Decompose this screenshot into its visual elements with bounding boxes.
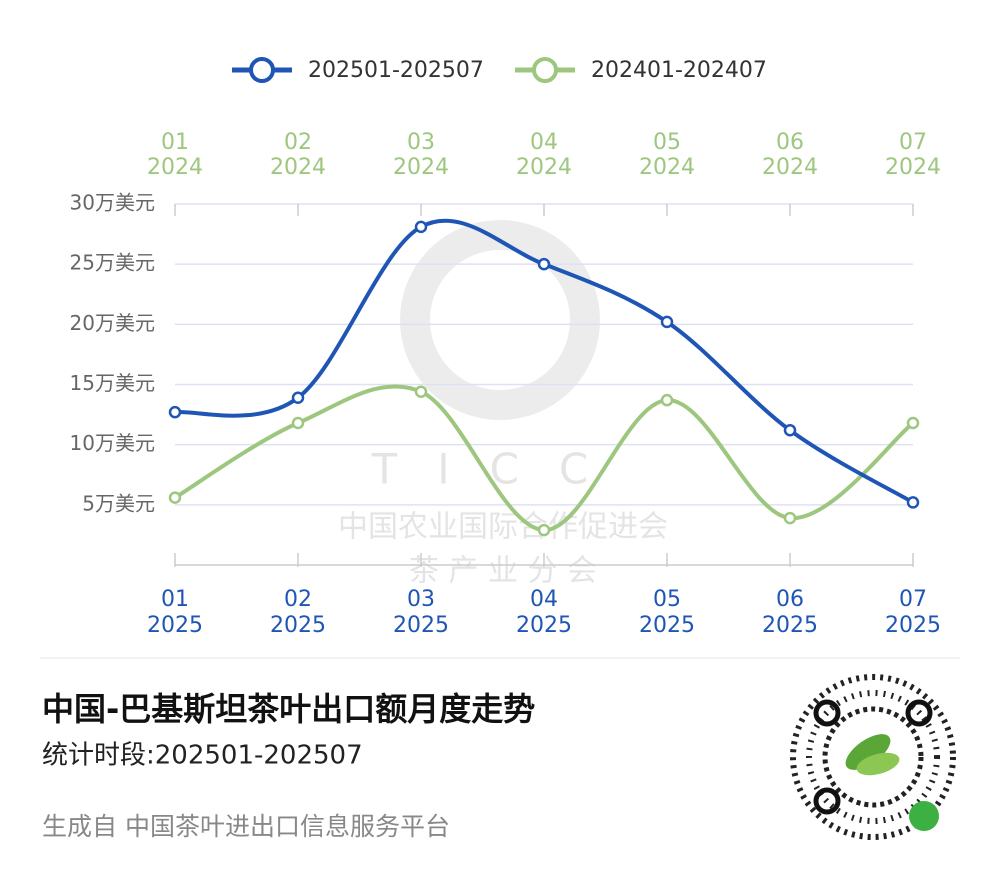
point bbox=[291, 391, 305, 404]
point bbox=[660, 393, 674, 407]
point bbox=[660, 315, 674, 329]
x2-tick-label: 2024 bbox=[393, 155, 449, 180]
x2-tick-label: 2024 bbox=[885, 155, 941, 180]
y-tick-label: 25万美元 bbox=[70, 251, 155, 275]
point bbox=[414, 220, 428, 234]
x-tick-label: 2025 bbox=[270, 613, 326, 638]
x2-tick-label: 2024 bbox=[516, 155, 572, 180]
point bbox=[168, 491, 182, 504]
x-tick-label: 2025 bbox=[639, 613, 695, 638]
x-tick-label: 2025 bbox=[393, 613, 449, 638]
x-tick-label: 2025 bbox=[885, 613, 941, 638]
y-tick-label: 5万美元 bbox=[82, 491, 155, 515]
point bbox=[783, 511, 797, 525]
x-tick-label: 03 bbox=[407, 587, 435, 612]
y-tick-label: 30万美元 bbox=[70, 191, 155, 215]
x-tick-label: 07 bbox=[899, 587, 927, 612]
watermark-logo-shape bbox=[400, 220, 600, 420]
y-tick-label: 20万美元 bbox=[70, 311, 155, 335]
x2-tick-label: 2024 bbox=[762, 155, 818, 180]
point bbox=[783, 423, 797, 437]
x2-tick-label: 01 bbox=[161, 130, 189, 155]
x2-tick-label: 06 bbox=[776, 130, 804, 155]
x-tick-label: 2025 bbox=[516, 613, 572, 638]
x2-tick-label: 05 bbox=[653, 130, 681, 155]
x2-tick-label: 02 bbox=[284, 130, 312, 155]
chart-title: 中国-巴基斯坦茶叶出口额月度走势 bbox=[42, 690, 535, 728]
legend-marker bbox=[249, 57, 275, 83]
subtitle: 统计时段:202501-202507 bbox=[42, 741, 363, 771]
watermark-line: 中国农业国际合作促进会 bbox=[338, 510, 668, 545]
y-tick-label: 10万美元 bbox=[70, 431, 155, 455]
x-tick-label: 06 bbox=[776, 587, 804, 612]
footer: 生成自 中国茶叶进出口信息服务平台 bbox=[42, 812, 450, 841]
x-tick-label: 01 bbox=[161, 587, 189, 612]
x-tick-label: 2025 bbox=[762, 613, 818, 638]
qr-code bbox=[790, 674, 956, 840]
x-tick-label: 02 bbox=[284, 587, 312, 612]
x-tick-label: 04 bbox=[530, 587, 558, 612]
legend-label: 202501-202507 bbox=[308, 58, 484, 83]
x2-tick-label: 03 bbox=[407, 130, 435, 155]
point bbox=[414, 385, 428, 398]
watermark: TICC 中国农业国际合作促进会 茶 产 业 分 会 bbox=[338, 220, 668, 589]
x2-tick-label: 2024 bbox=[270, 155, 326, 180]
watermark-line: 茶 产 业 分 会 bbox=[409, 554, 597, 589]
watermark-logo: TICC bbox=[371, 445, 629, 494]
point bbox=[537, 523, 551, 537]
legend-marker bbox=[532, 57, 558, 83]
point bbox=[537, 257, 551, 271]
y-tick-label: 15万美元 bbox=[70, 371, 155, 395]
x2-tick-label: 04 bbox=[530, 130, 558, 155]
x-tick-label: 2025 bbox=[147, 613, 203, 638]
x2-tick-label: 2024 bbox=[639, 155, 695, 180]
point bbox=[168, 405, 182, 419]
x-tick-label: 05 bbox=[653, 587, 681, 612]
x2-tick-label: 07 bbox=[899, 130, 927, 155]
point bbox=[906, 496, 920, 509]
legend-label: 202401-202407 bbox=[591, 58, 767, 83]
point bbox=[906, 416, 920, 430]
point bbox=[291, 416, 305, 430]
x2-tick-label: 2024 bbox=[147, 155, 203, 180]
